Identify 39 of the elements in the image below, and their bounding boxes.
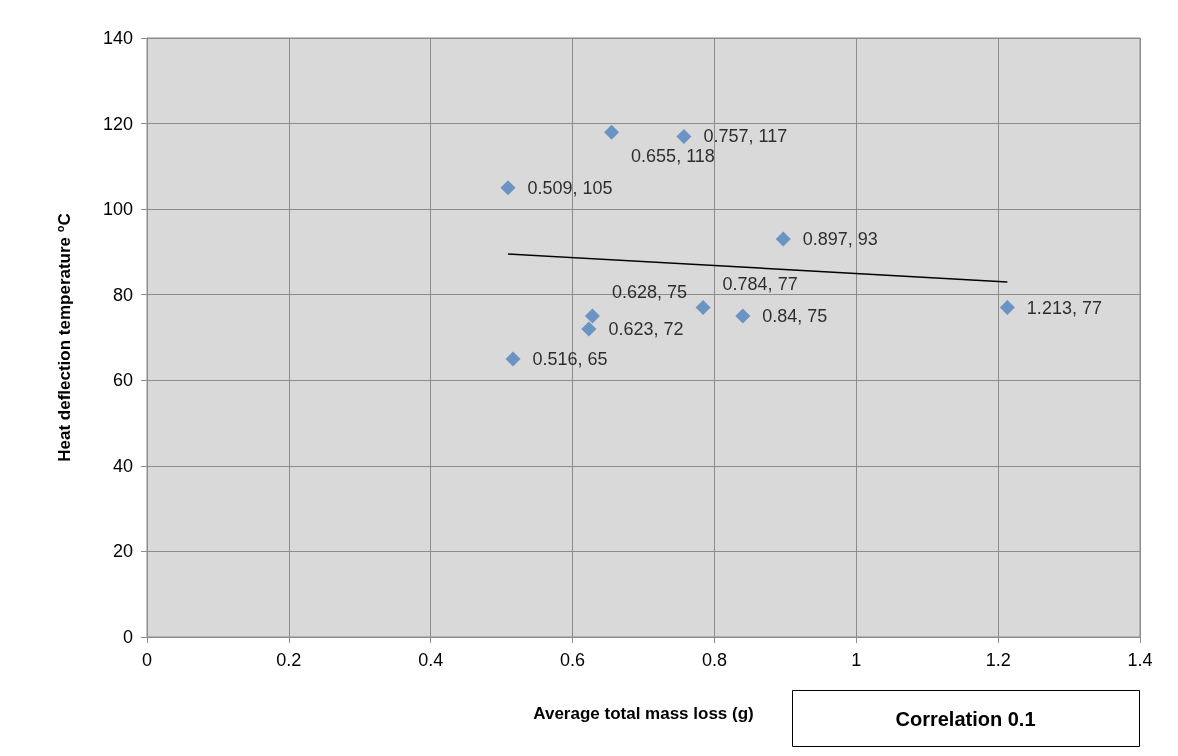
data-label: 0.784, 77 <box>722 273 798 294</box>
point <box>500 180 516 196</box>
y-tick-label: 60 <box>112 370 133 391</box>
data-label: 0.623, 72 <box>608 318 684 339</box>
data-label: 0.84, 75 <box>762 306 828 327</box>
x-tick-label: 1.2 <box>985 650 1011 670</box>
y-tick-label: 80 <box>112 284 133 305</box>
point <box>775 231 791 247</box>
y-tick-label: 40 <box>112 455 133 476</box>
y-tick-label: 100 <box>102 199 133 220</box>
data-label: 0.897, 93 <box>802 229 878 250</box>
data-label: 0.628, 75 <box>611 282 688 303</box>
data-label: 0.516, 65 <box>532 348 608 369</box>
point <box>581 321 597 337</box>
point <box>735 308 751 324</box>
text: Correlation 0.1 <box>895 707 1036 730</box>
y-tick-label: 140 <box>102 28 133 48</box>
y-tick-label: 0 <box>122 627 133 647</box>
x-tick-label: 0 <box>141 650 153 670</box>
data-label: 0.655, 118 <box>631 146 715 167</box>
x-tick-label: 1 <box>851 650 862 670</box>
data-label: 1.213, 77 <box>1026 297 1102 318</box>
y-tick-label: 120 <box>102 113 133 134</box>
x-tick-label: 0.8 <box>701 650 727 670</box>
y-tick-label: 20 <box>112 541 133 562</box>
x-tick-label: 0.2 <box>276 650 302 670</box>
data-label: 0.509, 105 <box>527 177 613 198</box>
x-tick-label: 0.6 <box>560 650 586 670</box>
data-label: 0.757, 117 <box>703 126 788 147</box>
point <box>505 351 521 367</box>
point <box>604 124 620 140</box>
x-tick-label: 1.4 <box>1127 650 1153 670</box>
y-axis-title: Heat deflection temperature oC <box>53 213 74 462</box>
x-tick-label: 0.4 <box>418 650 444 670</box>
x-axis-title: Average total mass loss (g) <box>533 704 754 723</box>
point <box>676 128 692 144</box>
point <box>999 300 1015 316</box>
point <box>584 308 600 324</box>
point <box>695 300 711 316</box>
